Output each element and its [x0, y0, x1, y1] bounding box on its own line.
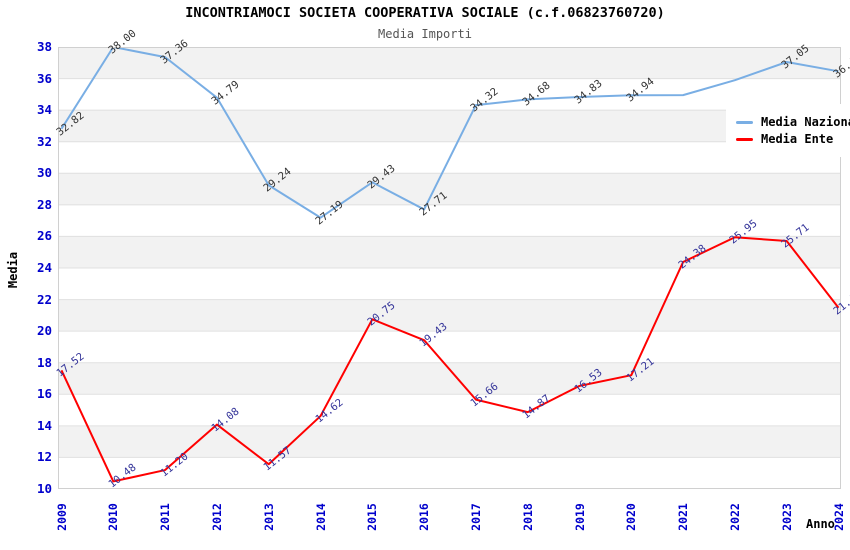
x-tick-label: 2024 [831, 503, 846, 531]
data-label: 29.43 [365, 162, 398, 192]
y-tick-label: 32 [36, 133, 52, 149]
x-tick-label: 2015 [365, 503, 380, 531]
legend-label: Media Nazionale [761, 115, 850, 129]
data-label: 36.46 [831, 51, 850, 81]
x-tick-label: 2023 [779, 503, 794, 531]
data-label: 34.32 [468, 85, 501, 115]
data-label: 17.21 [624, 355, 657, 385]
data-label: 11.57 [261, 444, 294, 474]
data-label: 29.24 [261, 165, 294, 195]
x-tick-label: 2016 [417, 503, 432, 531]
x-axis-title: Anno [806, 517, 835, 531]
data-label: 14.08 [209, 405, 242, 435]
x-tick-label: 2011 [158, 503, 173, 531]
data-label: 25.95 [727, 217, 760, 247]
x-tick-label: 2009 [54, 503, 69, 531]
y-tick-label: 30 [36, 165, 52, 181]
y-tick-label: 18 [36, 354, 52, 370]
data-label: 10.48 [106, 461, 139, 491]
data-label: 25.71 [779, 221, 812, 251]
x-tick-label: 2014 [313, 503, 328, 531]
media-ente-line-icon [736, 137, 753, 141]
data-label: 32.82 [54, 109, 87, 139]
x-tick-label: 2022 [727, 503, 742, 531]
data-label: 16.53 [572, 366, 605, 396]
y-tick-label: 14 [36, 417, 52, 433]
chart-subtitle: Media Importi [378, 27, 472, 41]
y-tick-label: 34 [36, 102, 52, 118]
data-label: 27.19 [313, 198, 346, 228]
data-label: 34.83 [572, 77, 605, 107]
data-label: 37.36 [157, 37, 191, 67]
x-tick-label: 2012 [209, 503, 224, 531]
data-label: 34.94 [624, 75, 657, 105]
x-tick-label: 2010 [106, 503, 121, 531]
legend-item-media-ente[interactable]: Media Ente [736, 132, 850, 146]
x-tick-label: 2021 [676, 503, 691, 531]
data-label: 14.62 [313, 396, 346, 426]
data-label: 37.05 [779, 42, 812, 72]
data-label: 14.87 [520, 392, 553, 422]
data-label: 21.48 [831, 288, 850, 318]
legend-label: Media Ente [761, 132, 834, 146]
data-label: 20.75 [365, 299, 398, 329]
y-tick-label: 20 [36, 323, 52, 339]
x-tick-label: 2020 [624, 503, 639, 531]
data-label: 17.52 [54, 350, 87, 380]
legend: Media Nazionale Media Ente [726, 104, 850, 157]
data-label: 11.20 [157, 450, 191, 480]
y-tick-label: 10 [36, 481, 52, 496]
x-tick-label: 2013 [261, 503, 276, 531]
plot-canvas [58, 47, 841, 489]
y-tick-label: 28 [36, 196, 52, 212]
data-label: 34.68 [520, 79, 553, 109]
y-tick-label: 22 [36, 291, 52, 307]
y-tick-label: 16 [36, 386, 52, 402]
data-label: 27.71 [416, 189, 450, 219]
media-nazionale-line-icon [736, 120, 753, 124]
x-tick-label: 2017 [468, 503, 483, 531]
x-tick-label: 2018 [520, 503, 535, 531]
data-label: 34.79 [209, 78, 242, 108]
y-tick-label: 38 [36, 39, 52, 54]
y-tick-label: 26 [36, 228, 52, 244]
data-label: 24.38 [675, 242, 709, 272]
data-label: 15.66 [468, 380, 501, 410]
x-tick-label: 2019 [572, 503, 587, 531]
y-tick-label: 36 [36, 70, 52, 86]
data-label: 19.43 [416, 320, 450, 350]
chart-title: INCONTRIAMOCI SOCIETA COOPERATIVA SOCIAL… [185, 5, 665, 21]
y-tick-label: 24 [36, 260, 52, 275]
plot-area: 32.82 38.00 37.36 34.79 29.24 27.19 29.43 27.71… [54, 28, 850, 491]
legend-item-media-nazionale[interactable]: Media Nazionale [736, 115, 850, 129]
y-tick-label: 12 [36, 449, 52, 465]
data-labels-layer: 32.82 38.00 37.36 34.79 29.24 27.19 29.43 27.71… [54, 28, 850, 491]
